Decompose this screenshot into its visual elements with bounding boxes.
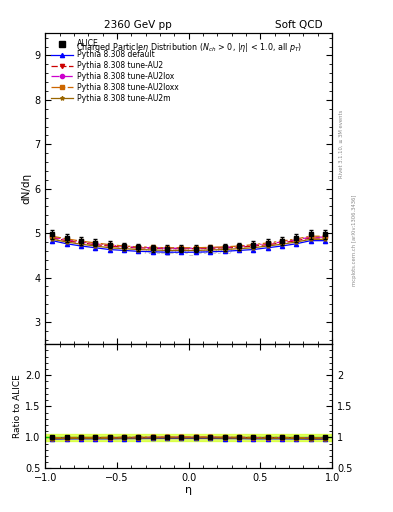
X-axis label: η: η — [185, 485, 192, 495]
Bar — [45, 434, 332, 440]
Text: 2360 GeV pp: 2360 GeV pp — [104, 19, 171, 30]
Text: mcplots.cern.ch [arXiv:1306.3436]: mcplots.cern.ch [arXiv:1306.3436] — [352, 195, 357, 286]
Text: Rivet 3.1.10, ≥ 3M events: Rivet 3.1.10, ≥ 3M events — [339, 109, 344, 178]
Text: Soft QCD: Soft QCD — [275, 19, 323, 30]
Text: Charged Particle$\mathit{\eta}$ Distribution ($N_{ch}$ > 0, |$\eta$| < 1.0, all : Charged Particle$\mathit{\eta}$ Distribu… — [75, 41, 302, 54]
Text: ALICE_2010_S8625980: ALICE_2010_S8625980 — [145, 246, 233, 255]
Y-axis label: Ratio to ALICE: Ratio to ALICE — [13, 374, 22, 438]
Legend: ALICE, Pythia 8.308 default, Pythia 8.308 tune-AU2, Pythia 8.308 tune-AU2lox, Py: ALICE, Pythia 8.308 default, Pythia 8.30… — [49, 37, 180, 105]
Y-axis label: dN/dη: dN/dη — [21, 173, 31, 204]
